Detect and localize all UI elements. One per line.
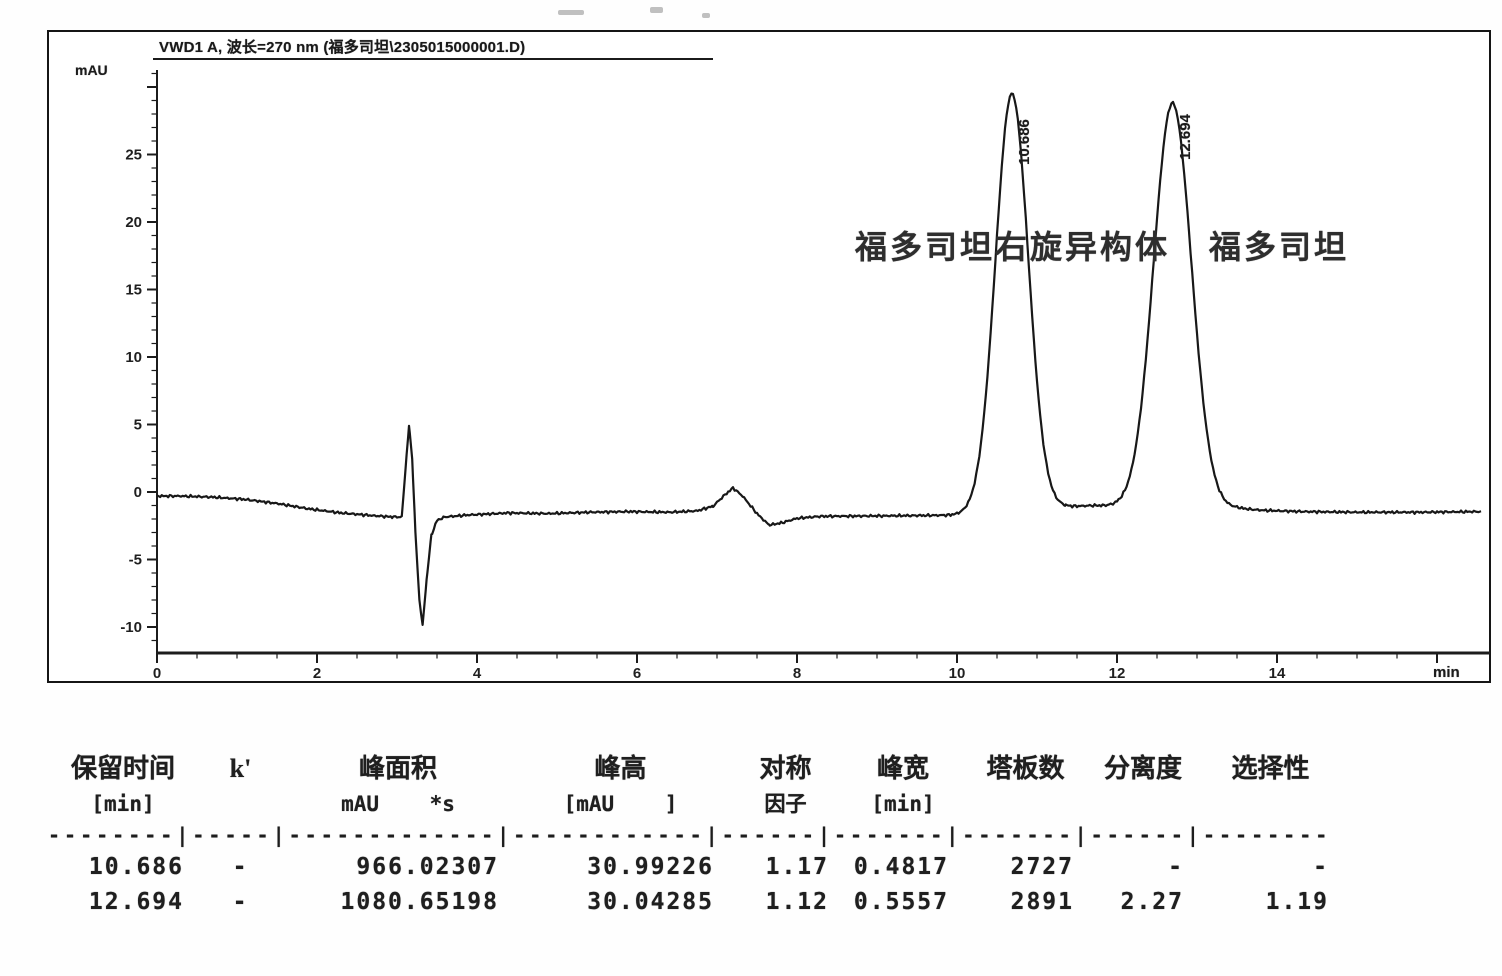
- x-tick-label: 14: [1269, 665, 1286, 682]
- cell-symmetry-factor-row2: 1.12: [765, 889, 829, 915]
- cell-resolution-row2: 2.27: [1120, 889, 1184, 915]
- cell-selectivity-row1: -: [1313, 854, 1329, 880]
- col-header-retention-time: 保留时间 [min]: [48, 750, 198, 820]
- chromatogram-frame: -10 -5 0 5 10 15 20 25 0 2 4 6 8 10 12 14 VWD1 A, 波长=27…: [47, 30, 1491, 683]
- cell-resolution-row1: -: [1168, 854, 1184, 880]
- cell-peak-height-row2: 30.04285: [587, 889, 714, 915]
- chart-title: VWD1 A, 波长=270 nm (福多司坦\2305015000001.D): [159, 39, 526, 56]
- col-header-line1: 保留时间: [70, 754, 175, 783]
- x-tick-label: 0: [153, 665, 161, 682]
- col-header-symmetry-factor: 对称 因子: [728, 750, 843, 820]
- cell-peak-area-row1: 966.02307: [356, 854, 499, 880]
- col-header-line2: [min]: [91, 792, 155, 816]
- x-tick-label: 12: [1109, 665, 1126, 682]
- x-tick-label: 4: [473, 665, 482, 682]
- scan-artifact: [558, 10, 584, 15]
- cell-retention-time-row2: 12.694: [88, 889, 184, 915]
- x-axis-unit-label: min: [1433, 664, 1460, 681]
- col-header-line1: 选择性: [1231, 754, 1310, 783]
- chromatogram-trace: [156, 92, 1482, 626]
- y-tick-label: 20: [125, 214, 142, 231]
- col-header-line2: mAU *s: [341, 792, 455, 816]
- y-tick-label: -5: [129, 552, 142, 569]
- chromatogram-plot: -10 -5 0 5 10 15 20 25 0 2 4 6 8 10 12 14: [120, 70, 1490, 682]
- peak1-name-label: 福多司坦右旋异构体: [855, 229, 1171, 265]
- cell-peak-width-row1: 0.4817: [853, 854, 949, 880]
- col-header-peak-area: 峰面积 mAU *s: [283, 750, 513, 820]
- col-header-line2: [198, 788, 283, 820]
- x-tick-label: 8: [793, 665, 801, 682]
- y-axis-unit-label: mAU: [75, 62, 108, 78]
- col-header-line1: 峰面积: [358, 754, 437, 783]
- col-header-line1: 分离度: [1103, 754, 1182, 783]
- col-header-plate-number: 塔板数: [963, 750, 1088, 820]
- y-tick-label: 15: [125, 282, 142, 299]
- cell-peak-area-row2: 1080.65198: [340, 889, 499, 915]
- col-header-line2: 因子: [764, 792, 807, 816]
- peak-results-table: 保留时间 [min] k' 峰面积 mAU *s 峰高 [mAU ] 对称因子 峰宽 [min]…: [48, 750, 1348, 920]
- col-header-line2: [1088, 788, 1198, 820]
- col-header-resolution: 分离度: [1088, 750, 1198, 820]
- cell-plate-number-row1: 2727: [1010, 854, 1074, 880]
- y-tick-label: 10: [125, 349, 142, 366]
- y-tick-label: 25: [125, 147, 142, 164]
- cell-k-prime-row1: -: [232, 854, 249, 880]
- cell-plate-number-row2: 2891: [1010, 889, 1074, 915]
- col-header-line1: 峰宽: [876, 754, 929, 783]
- col-header-line1: k': [229, 754, 252, 783]
- peak-retention-label-2: 12.694: [1176, 114, 1194, 160]
- x-tick-label: 10: [949, 665, 966, 682]
- y-tick-label: -10: [120, 619, 142, 636]
- x-tick-label: 6: [633, 665, 641, 682]
- col-header-k-prime: k': [198, 750, 283, 820]
- scan-artifact: [702, 13, 710, 18]
- cell-selectivity-row2: 1.19: [1265, 889, 1329, 915]
- peak2-name-label: 福多司坦: [1209, 229, 1350, 265]
- x-tick-label: 2: [313, 665, 321, 682]
- y-tick-label: 0: [134, 484, 142, 501]
- title-underline: [153, 58, 713, 60]
- y-tick-label: 5: [134, 417, 142, 434]
- col-header-line1: 对称: [759, 754, 812, 783]
- cell-k-prime-row2: -: [232, 889, 249, 915]
- peak-retention-label-1: 10.686: [1015, 119, 1033, 165]
- col-header-line2: [1198, 788, 1343, 820]
- col-header-line2: [963, 788, 1088, 820]
- col-header-selectivity: 选择性: [1198, 750, 1343, 820]
- col-header-line2: [mAU ]: [563, 792, 678, 816]
- col-header-peak-height: 峰高 [mAU ]: [513, 750, 728, 820]
- scan-artifact: [650, 7, 663, 13]
- cell-peak-height-row1: 30.99226: [587, 854, 714, 880]
- cell-symmetry-factor-row1: 1.17: [765, 854, 829, 880]
- col-header-line1: 峰高: [594, 754, 647, 783]
- col-header-line1: 塔板数: [986, 754, 1065, 783]
- col-header-line2: [min]: [871, 792, 935, 816]
- col-header-peak-width: 峰宽 [min]: [843, 750, 963, 820]
- cell-peak-width-row2: 0.5557: [853, 889, 949, 915]
- cell-retention-time-row1: 10.686: [88, 854, 184, 880]
- table-separator: --------|-----|-------------|-----------…: [48, 823, 1332, 847]
- peak-annotation: 福多司坦右旋异构体 福多司坦: [855, 222, 1349, 268]
